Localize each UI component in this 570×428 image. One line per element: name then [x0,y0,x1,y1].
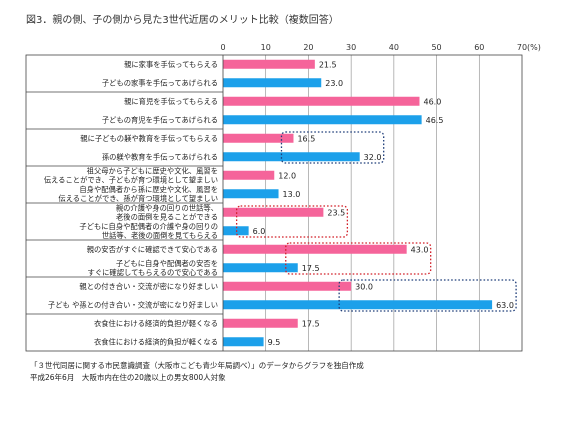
bar-12 [223,281,352,291]
bar-8 [223,207,324,217]
bar-1 [223,78,322,88]
category-label-0: 親に家事を手伝ってもらえる [124,60,218,69]
bar-10 [223,244,407,254]
x-tick-10: 10 [261,43,271,52]
category-label-11-1: すぐに確認してもらえるので安心である [88,268,218,277]
value-label-15: 9.5 [268,338,281,347]
bars [223,59,493,347]
category-label-5: 孫の躾や教育を手伝ってあげられる [102,152,218,161]
x-tick-30: 30 [346,43,356,52]
x-axis-ticks: 0 10 20 30 40 50 60 70 [220,43,527,52]
value-label-11: 17.5 [302,264,320,273]
category-label-8-0: 親の介護や身の回りの世話等、 [116,203,218,212]
bar-9 [223,226,249,236]
data-labels: 21.5 23.0 46.0 46.5 16.5 32.0 12.0 13.0 23.5 6.0 4… [253,60,514,347]
category-label-7-0: 自身や配偶者から孫に歴史や文化、風習を [79,185,218,194]
bar-2 [223,96,420,106]
value-label-6: 12.0 [278,171,296,180]
survey-note: 平成26年6月 大阪市内在住の20歳以上の男女800人対象 [30,372,226,382]
value-label-8: 23.5 [327,208,345,217]
x-tick-60: 60 [474,43,484,52]
x-tick-70: 70 [517,43,527,52]
bar-7 [223,189,279,199]
axis-unit: (%) [527,43,541,52]
category-label-2: 親に育児を手伝ってもらえる [124,97,218,106]
bar-15 [223,337,264,347]
category-label-14: 衣食住における経済的負担が軽くなる [94,319,218,328]
highlight-box-0 [280,131,385,164]
x-tick-50: 50 [431,43,441,52]
category-label-4: 親に子どもの躾や教育を手伝ってもらえる [80,134,218,143]
value-label-9: 6.0 [253,227,266,236]
value-label-7: 13.0 [283,190,301,199]
bar-13 [223,300,493,310]
category-label-13: 子ども や孫との付き合い・交流が密になり好ましい [48,300,218,309]
value-label-1: 23.0 [325,79,343,88]
x-tick-20: 20 [303,43,313,52]
value-label-5: 32.0 [364,153,382,162]
category-label-7-1: 伝えることができ、孫が育つ環境として望ましい [58,194,218,203]
bar-4 [223,133,294,143]
bar-5 [223,152,360,162]
value-label-13: 63.0 [496,301,514,310]
value-label-0: 21.5 [319,60,337,69]
category-label-15: 衣食住における経済的負担が軽くなる [94,337,218,346]
bar-6 [223,170,275,180]
source-note: 「３世代同居に関する市民意識調査（大阪市こども青少年局調べ）」のデータからグラフ… [30,360,364,370]
category-label-6-1: 伝えることができ、子どもが育つ環境として望ましい [44,175,218,184]
value-label-12: 30.0 [355,282,373,291]
category-label-9-1: 世話等、老後の面倒を見てもらえる [102,231,218,240]
category-label-10: 親の安否がすぐに確認できて安心である [87,245,218,254]
highlight-box-3 [338,279,517,312]
value-label-2: 46.0 [423,97,441,106]
bar-3 [223,115,422,125]
value-label-4: 16.5 [297,134,315,143]
category-label-11-0: 子どもに自身や配偶者の安否を [116,259,218,268]
highlight-boxes [235,131,517,312]
category-label-8-1: 老後の面倒を見ることができる [116,212,218,221]
category-label-12: 親との付き合い・交流が密になり好ましい [79,282,218,291]
bar-11 [223,263,298,273]
bar-14 [223,318,298,328]
category-labels: 親に家事を手伝ってもらえる子どもの家事を手伝ってあげられる親に育児を手伝ってもら… [44,60,218,347]
value-label-10: 43.0 [411,245,429,254]
category-label-6-0: 祖父母から子どもに歴史や文化、風習を [87,166,218,175]
category-label-3: 子どもの育児を手伝ってあげられる [102,115,218,124]
chart-title: 図3．親の側、子の側から見た3世代近居のメリット比較（複数回答） [26,13,339,26]
value-label-3: 46.5 [426,116,444,125]
x-tick-40: 40 [389,43,399,52]
plot-frame [25,54,523,352]
category-label-1: 子どもの家事を手伝ってあげられる [102,78,218,87]
value-label-14: 17.5 [302,319,320,328]
highlight-box-2 [285,242,432,275]
category-label-9-0: 子どもに自身や配偶者の介護や身の回りの [79,222,218,231]
highlight-box-1 [235,205,349,238]
bar-0 [223,59,315,69]
x-tick-0: 0 [220,43,225,52]
